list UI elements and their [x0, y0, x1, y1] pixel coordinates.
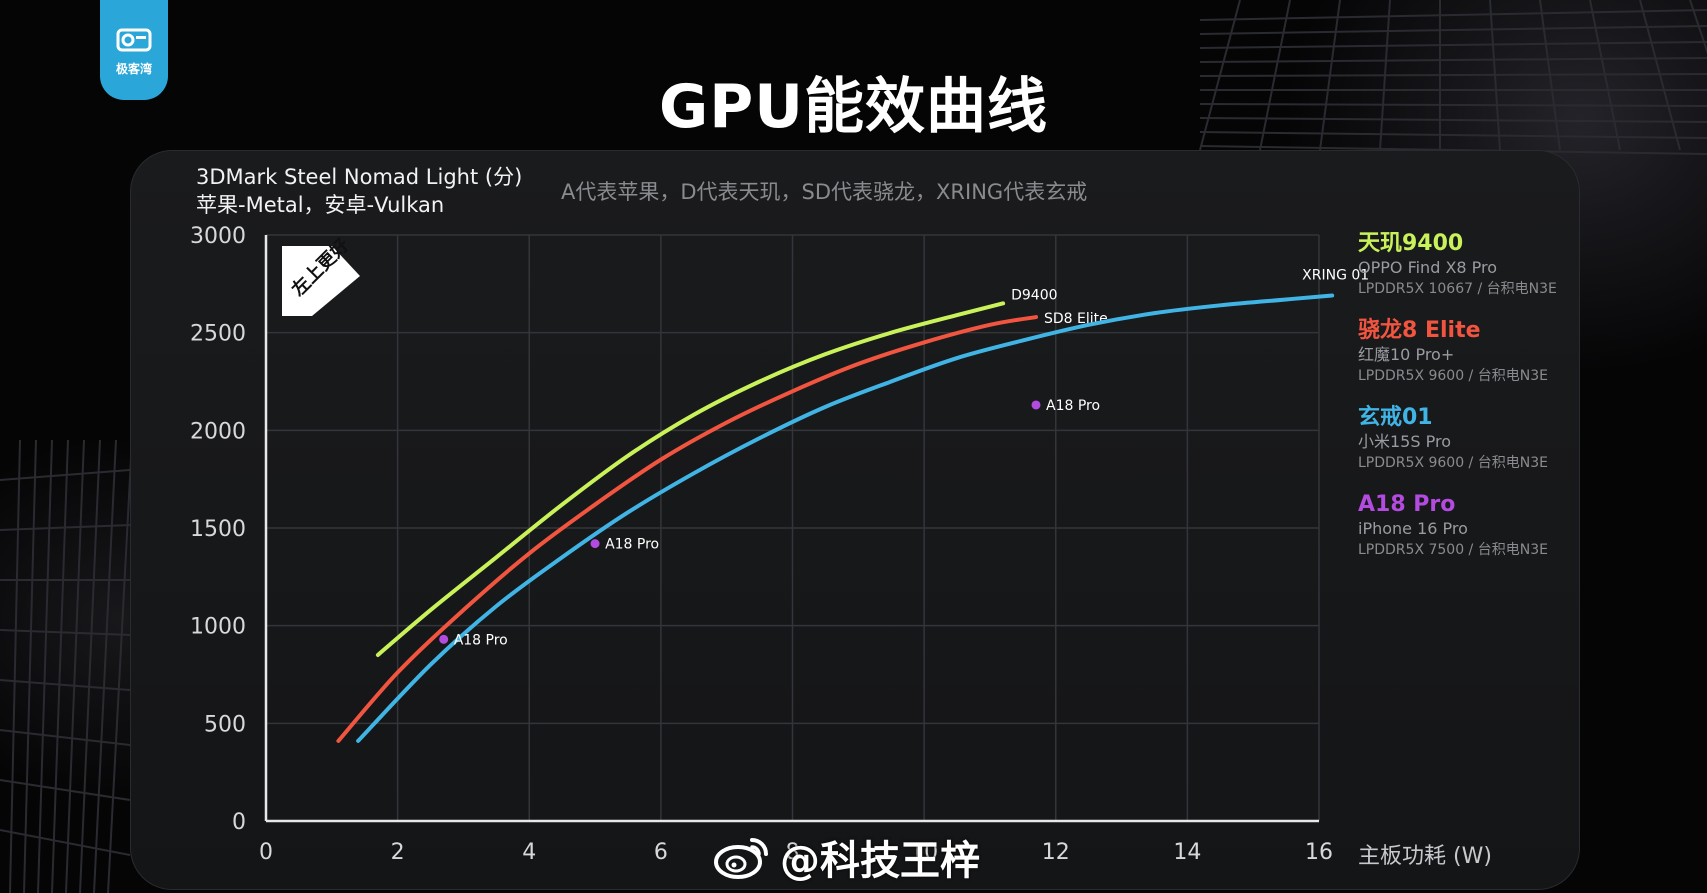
bg-grid-line	[51, 439, 69, 893]
bg-grid-line	[0, 779, 131, 801]
data-point-label: A18 Pro	[454, 632, 508, 648]
series-end-label: D9400	[1011, 287, 1057, 303]
legend: 天玑9400 OPPO Find X8 Pro LPDDR5X 10667 / …	[1358, 230, 1568, 578]
legend-device: OPPO Find X8 Pro	[1358, 258, 1498, 277]
bg-grid-line	[65, 439, 85, 893]
x-tick-label: 6	[654, 840, 668, 865]
bg-grid-line	[9, 439, 21, 893]
bg-grid-line	[1199, 41, 1707, 49]
bg-grid-line	[1199, 117, 1707, 123]
series-line-1	[375, 301, 1006, 657]
bg-grid-line	[1199, 9, 1707, 21]
data-point-a18-pro	[590, 539, 600, 549]
bg-grid-line	[0, 469, 131, 481]
legend-device: 红魔10 Pro+	[1358, 345, 1455, 364]
bg-grid-line	[93, 439, 117, 893]
page-title: GPU能效曲线	[659, 72, 1048, 142]
chart-panel	[130, 150, 1580, 890]
bg-grid-line	[23, 439, 37, 893]
watermark-text: @科技王梓	[780, 838, 980, 884]
bg-grid-line	[37, 439, 53, 893]
legend-device: 小米15S Pro	[1358, 432, 1451, 451]
bg-grid-line	[1639, 0, 1681, 151]
legend-spec: LPDDR5X 9600 / 台积电N3E	[1358, 455, 1548, 471]
y-tick-label: 500	[204, 712, 246, 737]
data-point-a18-pro	[1031, 400, 1041, 410]
data-point-label: A18 Pro	[605, 537, 659, 553]
bg-grid-line	[1199, 73, 1707, 77]
bg-grid-line	[1199, 25, 1707, 35]
bg-grid-line	[1199, 103, 1707, 107]
x-tick-label: 10	[910, 840, 938, 865]
bg-grid-line	[107, 439, 133, 893]
x-tick-label: 12	[1042, 840, 1070, 865]
series-line-2	[336, 315, 1039, 743]
y-axis-label: 3DMark Steel Nomad Light (分)	[196, 165, 523, 189]
legend-item: 天玑9400 OPPO Find X8 Pro LPDDR5X 10667 / …	[1358, 230, 1568, 300]
legend-spec: LPDDR5X 10667 / 台积电N3E	[1358, 281, 1557, 297]
x-tick-label: 0	[259, 840, 273, 865]
bg-grid-line	[1199, 57, 1707, 63]
legend-spec: LPDDR5X 7500 / 台积电N3E	[1358, 542, 1548, 558]
bg-grid-line	[1589, 0, 1621, 151]
y-tick-label: 2500	[190, 322, 246, 347]
bg-grid-line	[79, 439, 101, 893]
y-tick-label: 1000	[190, 615, 246, 640]
series-end-label: XRING 01	[1302, 268, 1369, 284]
brand-logo-text: 极客湾	[115, 61, 152, 76]
bg-grid-line	[1199, 131, 1707, 139]
y-tick-label: 0	[232, 810, 246, 835]
y-tick-label: 1500	[190, 517, 246, 542]
legend-name: 天玑9400	[1358, 231, 1464, 256]
x-tick-label: 8	[786, 840, 800, 865]
weibo-icon	[714, 838, 768, 879]
legend-spec: LPDDR5X 9600 / 台积电N3E	[1358, 368, 1548, 384]
x-tick-label: 14	[1173, 840, 1201, 865]
legend-item: 骁龙8 Elite 红魔10 Pro+ LPDDR5X 9600 / 台积电N3…	[1358, 317, 1568, 387]
camera-icon	[116, 28, 152, 51]
y-tick-label: 3000	[190, 224, 246, 249]
data-point-a18-pro	[439, 634, 449, 644]
y-axis-sublabel: 苹果-Metal，安卓-Vulkan	[196, 193, 445, 217]
bg-grid-line	[0, 829, 131, 856]
x-axis-label: 主板功耗 (W)	[1358, 844, 1492, 869]
legend-device: iPhone 16 Pro	[1358, 519, 1468, 538]
x-tick-label: 16	[1305, 840, 1333, 865]
bg-grid-line	[1689, 0, 1707, 55]
legend-name: 玄戒01	[1358, 405, 1433, 430]
data-point-label: A18 Pro	[1046, 398, 1100, 414]
series-line-3	[356, 293, 1335, 743]
bg-grid-line	[0, 629, 131, 636]
bg-grid-line	[0, 679, 131, 691]
chart-note: A代表苹果，D代表天玑，SD代表骁龙，XRING代表玄戒	[561, 180, 1088, 204]
y-tick-label: 2000	[190, 419, 246, 444]
x-tick-label: 4	[522, 840, 536, 865]
bg-grid-line	[1539, 0, 1561, 151]
badge-shape	[282, 246, 360, 316]
legend-name: 骁龙8 Elite	[1358, 318, 1481, 343]
brand-logo: 极客湾	[100, 0, 168, 100]
legend-name: A18 Pro	[1358, 492, 1456, 517]
legend-item: 玄戒01 小米15S Pro LPDDR5X 9600 / 台积电N3E	[1358, 404, 1568, 474]
legend-item: A18 Pro iPhone 16 Pro LPDDR5X 7500 / 台积电…	[1358, 491, 1568, 561]
bg-grid-line	[1489, 0, 1501, 151]
x-tick-label: 2	[391, 840, 405, 865]
watermark: @科技王梓	[712, 828, 980, 886]
bg-grid-line	[0, 729, 131, 746]
